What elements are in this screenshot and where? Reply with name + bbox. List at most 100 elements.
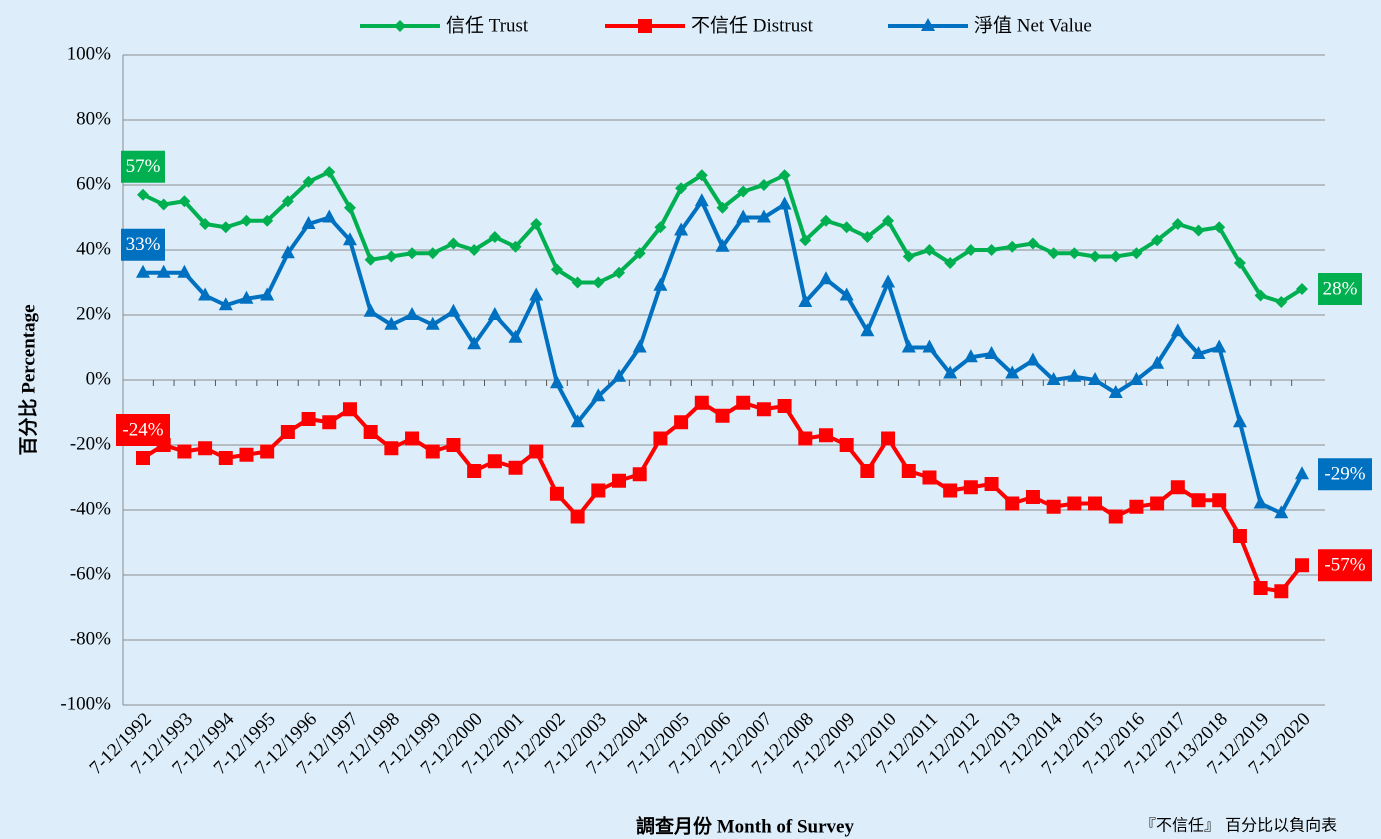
footnote: 『不信任』 百分比以負向表 <box>1140 816 1337 835</box>
point <box>508 460 523 475</box>
point <box>1233 257 1246 269</box>
point <box>1108 385 1123 398</box>
point <box>323 166 336 178</box>
point <box>612 368 627 382</box>
point <box>1191 346 1206 359</box>
point <box>447 237 460 250</box>
point <box>199 218 212 230</box>
point <box>901 464 916 478</box>
point <box>301 216 316 229</box>
point <box>136 451 150 465</box>
point <box>1213 221 1226 234</box>
point <box>881 274 896 288</box>
point <box>177 264 192 278</box>
point <box>425 444 440 459</box>
point <box>364 253 377 266</box>
point <box>1088 372 1103 385</box>
point <box>882 214 895 227</box>
y-tick-label: 0% <box>86 368 112 389</box>
point <box>798 431 813 446</box>
y-tick-label: 80% <box>76 108 111 129</box>
point <box>1130 247 1143 260</box>
point <box>363 425 378 439</box>
point <box>280 425 295 439</box>
point <box>1067 368 1082 382</box>
legend-label: 不信任 Distrust <box>691 14 814 36</box>
point <box>530 218 543 230</box>
point <box>777 399 792 413</box>
y-tick-label: 20% <box>76 303 111 324</box>
point <box>963 480 978 495</box>
legend-label: 淨值 Net Value <box>974 14 1092 36</box>
point <box>839 438 854 452</box>
legend-label: 信任 Trust <box>446 14 529 36</box>
value-label: 33% <box>126 234 161 255</box>
point <box>1151 234 1164 247</box>
point <box>860 464 875 478</box>
point <box>1295 466 1309 480</box>
point <box>715 408 730 423</box>
point <box>280 245 295 259</box>
point <box>405 431 420 446</box>
point <box>261 214 274 227</box>
point <box>446 303 461 317</box>
point <box>487 454 502 469</box>
value-label-box <box>121 228 165 261</box>
point <box>985 244 998 256</box>
value-label: 28% <box>1323 278 1358 299</box>
point <box>137 188 149 201</box>
point <box>1254 289 1267 302</box>
point <box>638 19 652 33</box>
point <box>468 244 481 256</box>
point <box>1046 372 1061 385</box>
point <box>840 221 853 234</box>
point <box>736 395 751 410</box>
point <box>1006 240 1019 253</box>
point <box>1274 584 1289 599</box>
point <box>736 209 751 223</box>
point <box>881 431 896 446</box>
y-tick-label: -40% <box>70 498 111 519</box>
point <box>488 231 501 243</box>
point <box>632 339 647 353</box>
point <box>529 287 544 301</box>
point <box>342 402 357 417</box>
point <box>571 276 584 289</box>
point <box>1275 296 1288 308</box>
value-label-box <box>121 150 165 183</box>
point <box>1005 496 1020 511</box>
point <box>1068 247 1081 260</box>
point <box>529 444 544 459</box>
point <box>613 266 626 279</box>
point <box>363 303 378 317</box>
point <box>964 244 977 256</box>
point <box>281 195 294 208</box>
y-tick-label: -20% <box>70 433 111 454</box>
point <box>839 287 854 301</box>
point <box>633 247 646 260</box>
value-label-box <box>1318 273 1362 305</box>
point <box>943 365 958 379</box>
point <box>756 209 771 223</box>
point <box>944 257 957 269</box>
point <box>901 339 916 353</box>
point <box>239 290 254 304</box>
point <box>612 473 627 488</box>
point <box>1274 505 1289 519</box>
point <box>260 287 275 301</box>
point <box>984 346 999 359</box>
point <box>1171 218 1184 230</box>
point <box>757 179 770 191</box>
point <box>1088 496 1103 511</box>
y-axis-title: 百分比 Percentage <box>17 304 39 455</box>
point <box>260 444 275 459</box>
point <box>508 329 523 343</box>
point <box>1025 490 1040 504</box>
point <box>1170 323 1185 337</box>
point <box>861 231 874 243</box>
point <box>487 307 502 320</box>
point <box>695 169 708 182</box>
point <box>549 375 564 389</box>
